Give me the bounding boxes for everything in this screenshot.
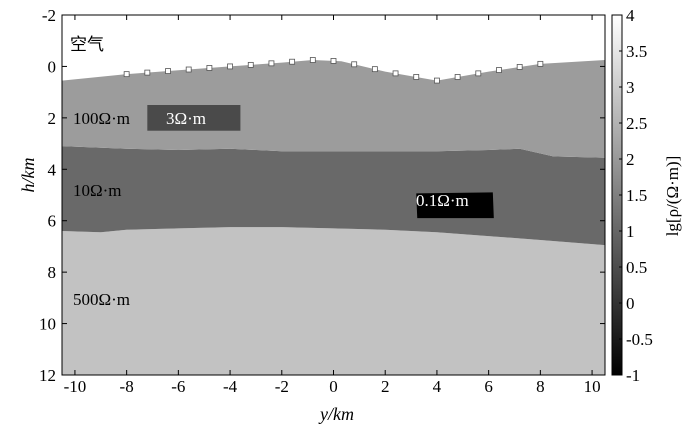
colorbar-tick-label: 1.5: [626, 186, 647, 205]
colorbar-tick-label: 0.5: [626, 258, 647, 277]
station-marker: [206, 65, 213, 71]
y-tick-label: -2: [42, 6, 56, 25]
station-marker: [165, 68, 171, 74]
colorbar-tick-label: 3.5: [626, 42, 647, 61]
station-marker: [392, 70, 399, 77]
colorbar-tick-label: 3: [626, 78, 635, 97]
station-marker: [516, 64, 523, 70]
station-marker: [351, 61, 358, 68]
colorbar-tick-label: 4: [626, 6, 635, 25]
y-axis-ticks: -2 0 2 4 6 8 10 12: [39, 6, 605, 385]
station-marker: [413, 74, 420, 80]
anomaly-3-ohm: [147, 105, 241, 131]
station-marker: [330, 58, 337, 64]
station-marker: [268, 60, 275, 67]
station-marker: [371, 66, 378, 73]
x-axis-label: y/km: [318, 404, 354, 424]
x-tick-label: -10: [64, 377, 87, 396]
colorbar-tick-label: 2: [626, 150, 635, 169]
layer-label-500-ohm: 500Ω·m: [73, 290, 130, 309]
colorbar-ticks: 4 3.5 3 2.5 2 1.5 1 0.5 0 -0.5 -1: [619, 6, 653, 385]
x-tick-label: -8: [120, 377, 134, 396]
x-tick-label: -2: [275, 377, 289, 396]
layer-label-air: 空气: [70, 35, 104, 54]
station-marker: [496, 67, 502, 73]
station-marker: [454, 74, 461, 80]
x-tick-label: 8: [536, 377, 545, 396]
x-tick-label: -6: [171, 377, 185, 396]
station-marker: [537, 60, 544, 67]
x-tick-label: -4: [223, 377, 238, 396]
y-tick-label: 8: [48, 263, 57, 282]
x-tick-label: 6: [484, 377, 493, 396]
colorbar-tick-label: -0.5: [626, 330, 653, 349]
station-marker: [185, 66, 192, 73]
x-tick-label: 2: [381, 377, 390, 396]
x-axis-ticks: -10 -8 -6 -4 -2 0 2 4 6 8 10: [64, 15, 601, 396]
station-marker: [247, 61, 254, 68]
y-tick-label: 10: [39, 315, 56, 334]
x-tick-label: 4: [433, 377, 442, 396]
station-marker: [123, 71, 130, 78]
station-marker: [309, 57, 316, 63]
y-tick-label: 2: [48, 109, 57, 128]
y-axis-label: h/km: [18, 158, 38, 193]
anomaly-label-3-ohm: 3Ω·m: [166, 109, 206, 128]
y-tick-label: 0: [48, 57, 57, 76]
x-tick-label: 0: [329, 377, 338, 396]
anomaly-0.1-ohm: [416, 192, 494, 219]
colorbar-tick-label: 2.5: [626, 114, 647, 133]
station-marker: [289, 58, 296, 65]
station-marker: [434, 77, 440, 84]
layer-100-ohm: [62, 60, 605, 158]
y-tick-label: 6: [48, 212, 57, 231]
station-marker: [227, 63, 233, 70]
layer-10-ohm: [62, 146, 605, 246]
colorbar-tick-label: -1: [626, 366, 640, 385]
anomaly-label-0.1-ohm: 0.1Ω·m: [416, 191, 469, 210]
colorbar-tick-label: 0: [626, 294, 635, 313]
layer-label-10-ohm: 10Ω·m: [73, 181, 122, 200]
x-tick-label: 10: [584, 377, 601, 396]
plot-area: -10 -8 -6 -4 -2 0 2 4 6 8 10 -2 0 2 4 6 8 10 12: [39, 6, 606, 396]
y-tick-label: 12: [39, 366, 56, 385]
station-marker: [475, 70, 482, 77]
station-markers: [123, 57, 544, 84]
layer-label-100-ohm: 100Ω·m: [73, 109, 130, 128]
station-marker: [144, 69, 151, 76]
colorbar-label: lg[ρ/(Ω·m)]: [663, 156, 682, 237]
colorbar-tick-label: 1: [626, 222, 635, 241]
colorbar: 4 3.5 3 2.5 2 1.5 1 0.5 0 -0.5 -1 lg[ρ/(Ω·m)]: [611, 6, 682, 385]
y-tick-label: 4: [48, 160, 57, 179]
layer-500-ohm: [62, 227, 605, 375]
